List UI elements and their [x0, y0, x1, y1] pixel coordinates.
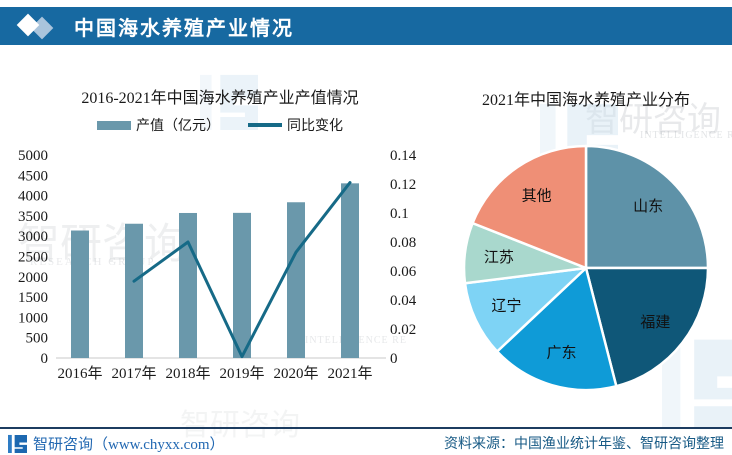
svg-text:2500: 2500 [18, 250, 48, 266]
header-bar: 中国海水养殖产业情况 [0, 7, 732, 45]
svg-text:2019年: 2019年 [219, 365, 264, 382]
bar-2018年 [179, 212, 197, 358]
bar-2016年 [71, 230, 89, 358]
legend-item-yoy-change: 同比变化 [248, 115, 343, 135]
svg-text:0.04: 0.04 [390, 293, 417, 309]
pie-label-辽宁: 辽宁 [491, 297, 521, 314]
pie-slice-广东 [495, 266, 618, 392]
svg-text:500: 500 [26, 331, 49, 347]
footer-divider [0, 427, 732, 429]
svg-text:2020年: 2020年 [273, 365, 318, 382]
pie-slice-福建 [584, 266, 710, 388]
page-title: 中国海水养殖产业情况 [74, 17, 294, 40]
svg-text:2017年: 2017年 [111, 365, 156, 382]
diamond-logo-icon [16, 11, 60, 41]
svg-text:2000: 2000 [18, 270, 48, 286]
bar-2020年 [287, 202, 305, 358]
svg-text:0.14: 0.14 [390, 148, 417, 164]
svg-text:4500: 4500 [18, 168, 48, 184]
svg-text:0: 0 [390, 351, 398, 367]
bar-line-chart: 0 500 1000 1500 2000 2500 3000 3500 4000 4500 5000… [18, 148, 417, 382]
legend-item-output-value: 产值（亿元） [97, 115, 220, 135]
line-swatch-icon [248, 123, 282, 127]
chart-legend: 产值（亿元） 同比变化 [0, 115, 440, 135]
brand-logo-icon [8, 434, 27, 453]
footer-source-text: 资料来源：中国渔业统计年鉴、智研咨询整理 [444, 437, 724, 452]
svg-text:0: 0 [41, 351, 49, 367]
svg-text:0.1: 0.1 [390, 206, 409, 222]
bar-2021年 [341, 183, 359, 358]
svg-text:3500: 3500 [18, 209, 48, 225]
pie-slice-其他 [471, 144, 588, 270]
svg-text:5000: 5000 [18, 148, 48, 164]
pie-label-其他: 其他 [522, 187, 552, 204]
bar-2017年 [125, 223, 143, 358]
svg-text:0.08: 0.08 [390, 235, 416, 251]
svg-text:2021年: 2021年 [327, 365, 372, 382]
yoy-line [132, 181, 352, 359]
pie-label-山东: 山东 [633, 198, 663, 215]
svg-text:1500: 1500 [18, 290, 48, 306]
bar-2019年 [233, 212, 251, 358]
svg-text:0.12: 0.12 [390, 177, 416, 193]
pie-label-广东: 广东 [546, 344, 576, 361]
footer-brand-text: 智研咨询（www.chyxx.com） [33, 436, 225, 453]
bar-swatch-icon [97, 120, 131, 130]
svg-text:2016年: 2016年 [57, 365, 102, 382]
svg-text:0.06: 0.06 [390, 264, 417, 280]
pie-chart-title: 2021年中国海水养殖产业分布 [481, 92, 690, 109]
legend-label: 同比变化 [287, 119, 343, 134]
footer-brand-link[interactable]: 智研咨询（www.chyxx.com） [8, 433, 225, 454]
bar-chart-title: 2016-2021年中国海水养殖产业产值情况 [81, 90, 359, 107]
svg-text:3000: 3000 [18, 229, 48, 245]
pie-label-福建: 福建 [640, 314, 670, 331]
footer: 智研咨询（www.chyxx.com） 资料来源：中国渔业统计年鉴、智研咨询整理 [0, 431, 732, 455]
svg-text:4000: 4000 [18, 189, 48, 205]
pie-slice-山东 [584, 144, 710, 270]
pie-slice-辽宁 [463, 266, 588, 353]
svg-text:1000: 1000 [18, 310, 48, 326]
pie-label-江苏: 江苏 [484, 249, 514, 266]
svg-text:2018年: 2018年 [165, 365, 210, 382]
legend-label: 产值（亿元） [136, 119, 220, 134]
svg-text:0.02: 0.02 [390, 322, 416, 338]
